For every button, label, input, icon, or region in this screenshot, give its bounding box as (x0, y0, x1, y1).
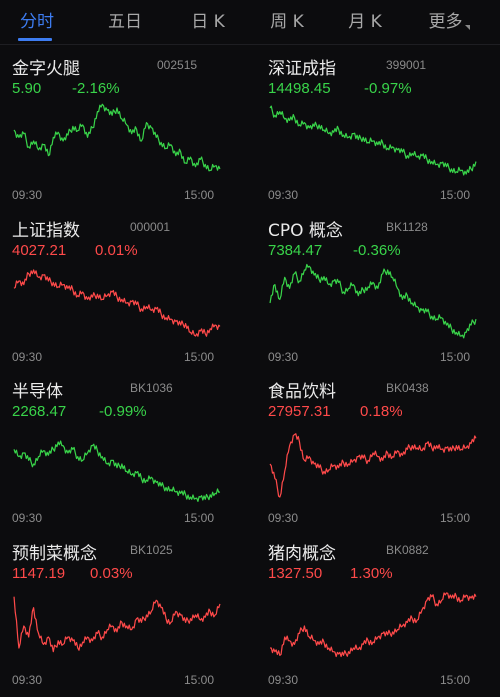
panel-price: 2268.47 (12, 403, 67, 420)
panel-change: 0.01% (95, 242, 138, 259)
panel-name: 预制菜概念 (12, 544, 97, 564)
price-line (269, 433, 477, 498)
chart-end-time: 15:00 (184, 673, 215, 687)
panel-price: 1147.19 (12, 565, 66, 582)
chart-start-time: 09:30 (12, 188, 43, 202)
stock-panel-0[interactable]: 金字火腿 002515 5.90 -2.16% 09:30 15:00 (12, 54, 244, 212)
chart-start-time: 09:30 (12, 511, 43, 525)
chart-end-time: 15:00 (184, 188, 215, 202)
stock-panel-5[interactable]: 食品饮料 BK0438 27957.31 0.18% 09:30 15:00 (268, 377, 500, 535)
chart-end-time: 15:00 (440, 188, 471, 202)
price-line (269, 263, 477, 339)
stock-panel-1[interactable]: 深证成指 399001 14498.45 -0.97% 09:30 15:00 (268, 54, 500, 212)
intraday-sparkline (13, 440, 221, 503)
panel-code: BK1128 (386, 220, 428, 234)
panel-change: 0.03% (90, 565, 133, 582)
stock-panel-4[interactable]: 半导体 BK1036 2268.47 -0.99% 09:30 15:00 (12, 377, 244, 535)
active-tab-indicator (18, 38, 52, 41)
panel-price: 1327.50 (268, 565, 323, 582)
tab-intraday[interactable]: 分时 (20, 12, 54, 32)
chart-end-time: 15:00 (440, 350, 471, 364)
panel-price: 5.90 (12, 80, 42, 97)
chart-start-time: 09:30 (268, 350, 299, 364)
panel-code: 002515 (157, 58, 198, 72)
panel-code: BK0438 (386, 381, 429, 395)
price-line (13, 103, 221, 172)
panel-code: BK1036 (130, 381, 173, 395)
panel-code: BK1025 (130, 543, 173, 557)
price-line (269, 105, 477, 176)
intraday-sparkline (13, 103, 221, 172)
panel-name: 金字火腿 (12, 59, 80, 79)
panel-change: -2.16% (72, 80, 120, 97)
panel-code: 399001 (386, 58, 427, 72)
panel-price: 14498.45 (268, 80, 331, 97)
tab-weekly-k[interactable]: 周 K (270, 12, 304, 32)
panel-name: CPO 概念 (268, 221, 343, 241)
tab-monthly-k[interactable]: 月 K (348, 12, 382, 32)
price-line (13, 269, 221, 337)
panel-name: 深证成指 (268, 59, 336, 79)
intraday-sparkline (269, 263, 477, 339)
intraday-sparkline (269, 105, 477, 176)
chart-end-time: 15:00 (184, 350, 215, 364)
price-line (13, 440, 221, 503)
price-line (270, 592, 477, 658)
intraday-sparkline (270, 592, 477, 658)
tab-daily-k[interactable]: 日 K (191, 12, 225, 32)
intraday-sparkline (269, 433, 477, 498)
timeframe-tab-bar: 分时 五日 日 K 周 K 月 K 更多 (0, 0, 500, 45)
panel-code: BK0882 (386, 543, 429, 557)
chart-start-time: 09:30 (268, 188, 299, 202)
stock-panel-6[interactable]: 预制菜概念 BK1025 1147.19 0.03% 09:30 15:00 (12, 539, 244, 697)
panel-name: 食品饮料 (268, 382, 336, 402)
panel-price: 27957.31 (268, 403, 331, 420)
tab-five-day[interactable]: 五日 (108, 12, 142, 32)
chart-start-time: 09:30 (12, 673, 43, 687)
stock-panel-3[interactable]: CPO 概念 BK1128 7384.47 -0.36% 09:30 15:00 (268, 216, 500, 374)
tab-more-label: 更多 (428, 12, 463, 32)
panel-code: 000001 (130, 220, 171, 234)
panel-change: 0.18% (360, 403, 403, 420)
intraday-sparkline (13, 269, 221, 337)
intraday-sparkline (13, 596, 221, 653)
panel-name: 猪肉概念 (268, 544, 336, 564)
panel-price: 7384.47 (268, 242, 323, 259)
tab-more[interactable]: 更多 (418, 8, 480, 36)
chart-end-time: 15:00 (440, 511, 471, 525)
panel-change: 1.30% (350, 565, 393, 582)
stock-panel-2[interactable]: 上证指数 000001 4027.21 0.01% 09:30 15:00 (12, 216, 244, 374)
chart-start-time: 09:30 (12, 350, 43, 364)
panel-price: 4027.21 (12, 242, 67, 259)
panel-change: -0.97% (364, 80, 412, 97)
panel-name: 半导体 (12, 382, 63, 402)
dropdown-triangle-icon (464, 25, 470, 30)
stock-panel-7[interactable]: 猪肉概念 BK0882 1327.50 1.30% 09:30 15:00 (268, 539, 500, 697)
price-line (13, 596, 221, 653)
chart-end-time: 15:00 (440, 673, 471, 687)
panel-change: -0.36% (353, 242, 401, 259)
chart-end-time: 15:00 (184, 511, 215, 525)
chart-start-time: 09:30 (268, 511, 299, 525)
panel-change: -0.99% (99, 403, 147, 420)
panel-name: 上证指数 (12, 221, 80, 241)
chart-start-time: 09:30 (268, 673, 299, 687)
